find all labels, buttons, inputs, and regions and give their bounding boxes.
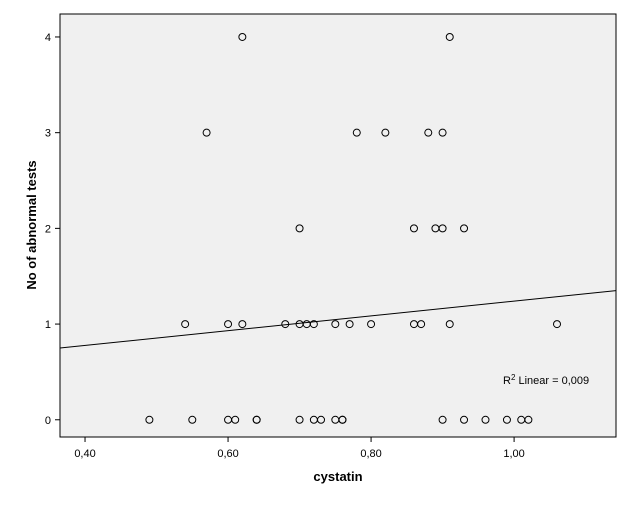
x-tick-label: 0,40 [74, 448, 95, 460]
data-point [381, 128, 390, 137]
data-point [553, 320, 562, 329]
r-squared-superscript: 2 [511, 373, 516, 382]
data-point [502, 415, 511, 424]
data-point [202, 128, 211, 137]
data-point [338, 415, 347, 424]
data-point [481, 415, 490, 424]
data-point [445, 32, 454, 41]
data-point [409, 224, 418, 233]
data-point [317, 415, 326, 424]
r-squared-text: Linear = 0,009 [515, 375, 589, 387]
data-point [238, 32, 247, 41]
data-point [417, 320, 426, 329]
x-tick-label: 0,60 [217, 448, 238, 460]
y-axis-title: No of abnormal tests [24, 160, 39, 289]
y-tick-label: 1 [45, 319, 51, 331]
fit-line-group [59, 290, 617, 349]
linear-fit-line [59, 290, 617, 349]
data-point [460, 415, 469, 424]
x-tick-label: 0,80 [360, 448, 381, 460]
x-axis-title: cystatin [313, 469, 362, 484]
y-tick-label: 2 [45, 223, 51, 235]
data-point [438, 415, 447, 424]
data-point [367, 320, 376, 329]
plot-area [59, 13, 617, 438]
data-point [309, 320, 318, 329]
r-squared-annotation: R2 Linear = 0,009 [503, 373, 589, 387]
data-point [345, 320, 354, 329]
data-point [445, 320, 454, 329]
data-point [352, 128, 361, 137]
data-point [238, 320, 247, 329]
y-tick-label: 0 [45, 415, 51, 427]
data-point [252, 415, 261, 424]
x-tick-label: 1,00 [503, 448, 524, 460]
data-point [181, 320, 190, 329]
data-point [524, 415, 533, 424]
data-point [295, 415, 304, 424]
y-tick-label: 4 [45, 32, 51, 44]
data-point [295, 224, 304, 233]
data-point [460, 224, 469, 233]
data-points [145, 32, 562, 424]
data-point [331, 320, 340, 329]
data-point [231, 415, 240, 424]
data-point [188, 415, 197, 424]
data-point [224, 320, 233, 329]
y-tick-label: 3 [45, 128, 51, 140]
x-axis: 0,40 0,60 0,80 1,00 [74, 437, 525, 460]
data-point [145, 415, 154, 424]
data-point [438, 128, 447, 137]
data-point [281, 320, 290, 329]
data-point [424, 128, 433, 137]
r-squared-prefix: R [503, 375, 511, 387]
y-axis: 0 1 2 3 4 [45, 32, 60, 427]
data-point [438, 224, 447, 233]
